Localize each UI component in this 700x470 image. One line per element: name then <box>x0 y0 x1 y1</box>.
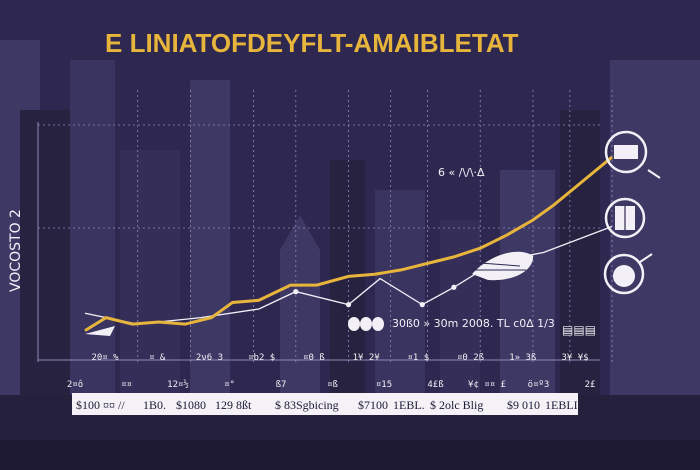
tick-row-2-label-4: ß7 <box>276 380 287 390</box>
annotation-middle: 30ß0 » 30m 2008. TL c0∆ 1/3 <box>392 317 555 330</box>
annotation-badge: ▤▤▤ <box>562 323 596 337</box>
y-axis-label: VOCOSTO 2 <box>8 209 24 292</box>
bottom-label-3: 129 8ßt <box>215 398 252 412</box>
tick-row-1-label-8: 1» 3ß <box>509 353 537 363</box>
tick-row-1-label-0: 20¤ % <box>91 353 119 363</box>
tick-row-1-label-7: ¤0 2ß <box>457 353 485 363</box>
bottom-label-5: $7100 <box>358 398 388 412</box>
tick-row-2-label-0: 2¤ô <box>67 379 83 390</box>
leaf-icon <box>465 251 534 281</box>
tick-row-2-label-6: ¤15 <box>376 380 392 390</box>
bottom-label-4: $ 83Sgbicing <box>275 398 339 412</box>
coins-icon <box>348 317 384 331</box>
tick-row-2-label-10: 2£ <box>585 380 596 390</box>
crate-icon <box>604 197 646 239</box>
tick-row-2: 2¤ô ¤¤ 12¤½ ¤° ß7 ¤ß ¤15 4£ß ¥¢ ¤¤ £ ö¤º3 2£ <box>67 379 596 390</box>
data-marker-0 <box>293 289 299 295</box>
bottom-label-bar: $100 ¤¤ // 1B0. $1080 129 8ßt $ 83Sgbicing $7… <box>72 393 578 415</box>
annotation-upper: 6 « /\/\·Δ <box>438 166 485 179</box>
bottom-label-6: 1EBL. <box>393 398 425 412</box>
tick-row-1-label-9: 3¥ ¥$ <box>561 353 588 363</box>
bottom-label-7: $ 2olc Blig <box>430 398 483 412</box>
chevron-badge-icon <box>85 326 115 336</box>
tick-row-2-label-5: ¤ß <box>327 380 338 390</box>
chart-grid <box>137 90 613 362</box>
data-markers <box>293 284 457 308</box>
data-marker-2 <box>419 302 425 308</box>
chart-title: E LINIATOFDEYFLT-AMAIBLETAT <box>105 28 519 58</box>
bottom-label-9: 1EBLI <box>545 398 578 412</box>
data-marker-3 <box>451 284 457 290</box>
tick-row-2-label-3: ¤° <box>224 380 235 390</box>
series-main-line <box>84 155 613 332</box>
cart-icon <box>604 130 661 179</box>
tick-row-2-label-1: ¤¤ <box>121 380 132 390</box>
bottom-label-0: $100 ¤¤ // <box>76 398 125 412</box>
tick-row-1-label-1: ¤ & <box>149 353 166 363</box>
tick-row-2-label-8: ¥¢ ¤¤ £ <box>468 380 506 390</box>
tick-row-1-label-3: ¤b2 $ <box>248 353 275 363</box>
tick-row-1-label-2: 2ν6 3 <box>196 353 223 363</box>
tick-row-2-label-2: 12¤½ <box>167 379 189 390</box>
tick-row-2-label-7: 4£ß <box>427 380 444 390</box>
data-marker-1 <box>345 302 352 308</box>
tick-row-1-label-5: 1¥ 2¥ <box>353 353 381 363</box>
tick-row-1-label-4: ¤0 ß <box>303 353 325 363</box>
tick-row-1: 20¤ % ¤ & 2ν6 3 ¤b2 $ ¤0 ß 1¥ 2¥ ¤1 $ ¤0 2ß 1» 3… <box>91 353 588 363</box>
gauge-icon <box>603 253 653 295</box>
tick-row-1-label-6: ¤1 $ <box>407 353 429 363</box>
bottom-label-1: 1B0. <box>143 398 166 412</box>
bottom-label-2: $1080 <box>176 398 206 412</box>
bottom-label-8: $9 010 <box>507 398 540 412</box>
tick-row-2-label-9: ö¤º3 <box>528 380 550 390</box>
